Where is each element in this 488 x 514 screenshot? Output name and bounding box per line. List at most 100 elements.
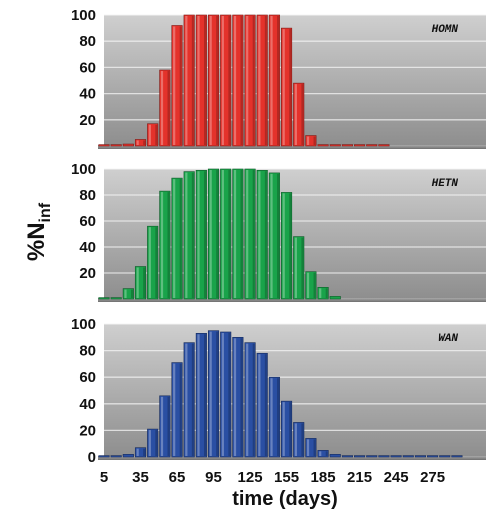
bar-body bbox=[451, 455, 463, 458]
bar-body bbox=[207, 14, 220, 147]
bar-shade bbox=[228, 16, 231, 145]
bar-body bbox=[232, 336, 244, 458]
bar-shade bbox=[277, 173, 280, 298]
bar-highlight bbox=[185, 343, 188, 456]
bar bbox=[122, 288, 134, 300]
bar-body bbox=[232, 168, 244, 300]
y-tick-label: 60 bbox=[79, 369, 96, 386]
bar-body bbox=[232, 14, 244, 147]
bar bbox=[134, 139, 147, 147]
bar-shade bbox=[264, 354, 267, 456]
x-axis-label: time (days) bbox=[232, 488, 338, 510]
bar-body bbox=[207, 168, 220, 300]
bar-highlight bbox=[258, 354, 261, 456]
bar-body bbox=[183, 171, 195, 300]
bar bbox=[305, 271, 317, 300]
bar-highlight bbox=[209, 16, 212, 145]
bar-shade bbox=[277, 16, 280, 145]
bar-highlight bbox=[136, 267, 139, 298]
bar-shade bbox=[301, 237, 304, 298]
bar bbox=[280, 192, 293, 300]
bar-body bbox=[268, 172, 280, 300]
bar-shade bbox=[167, 192, 170, 298]
bar-shade bbox=[240, 170, 243, 298]
x-tick-label: 185 bbox=[311, 469, 336, 486]
bar-shade bbox=[264, 171, 267, 298]
bar-body bbox=[134, 139, 147, 147]
bar bbox=[354, 455, 366, 458]
bar-shade bbox=[240, 338, 243, 456]
bar-body bbox=[220, 168, 232, 300]
bar-body bbox=[183, 342, 195, 458]
y-tick-label: 80 bbox=[79, 343, 96, 360]
bar-highlight bbox=[197, 171, 200, 298]
bar-body bbox=[329, 144, 341, 147]
bar-shade bbox=[325, 451, 328, 456]
bar bbox=[220, 168, 232, 300]
bar-shade bbox=[216, 16, 219, 145]
bar-body bbox=[147, 428, 159, 458]
x-tick-label: 95 bbox=[205, 469, 222, 486]
bar-highlight bbox=[294, 423, 297, 456]
bar-shade bbox=[143, 267, 146, 298]
bar-highlight bbox=[197, 16, 200, 145]
bar-highlight bbox=[173, 179, 176, 298]
bar-shade bbox=[289, 29, 292, 146]
bar bbox=[134, 266, 147, 300]
bar bbox=[110, 297, 122, 300]
bar-highlight bbox=[233, 170, 237, 298]
bar-highlight bbox=[160, 192, 164, 298]
bar bbox=[390, 455, 402, 458]
y-tick-label: 100 bbox=[71, 161, 96, 178]
y-axis-label-main: %N bbox=[23, 222, 50, 261]
bar-highlight bbox=[221, 332, 224, 456]
bar-body bbox=[110, 297, 122, 300]
x-tick-label: 155 bbox=[274, 469, 299, 486]
bar bbox=[341, 144, 353, 147]
bar-body bbox=[305, 135, 317, 147]
bar-highlight bbox=[197, 334, 200, 456]
bar-highlight bbox=[233, 338, 237, 456]
bar bbox=[354, 144, 366, 147]
bar-body bbox=[293, 82, 305, 147]
bar bbox=[427, 455, 439, 458]
bar-shade bbox=[204, 334, 207, 456]
panel-label: HOMN bbox=[432, 24, 459, 36]
bar-body bbox=[439, 455, 451, 458]
bar-shade bbox=[301, 423, 304, 456]
panel-label: WAN bbox=[438, 333, 458, 345]
bar bbox=[122, 454, 134, 458]
bar-body bbox=[378, 144, 390, 147]
bar-body bbox=[195, 333, 207, 458]
x-tick-label: 245 bbox=[384, 469, 409, 486]
bar bbox=[195, 14, 207, 147]
x-tick-label: 215 bbox=[347, 469, 372, 486]
bar-highlight bbox=[173, 26, 176, 146]
panel-hetn: 20 40 60 80 100 HETN bbox=[71, 161, 486, 302]
bar-shade bbox=[179, 179, 182, 298]
bar-highlight bbox=[173, 363, 176, 456]
bar-body bbox=[98, 455, 110, 458]
bar-highlight bbox=[258, 16, 261, 145]
bar bbox=[244, 14, 256, 147]
y-tick-label: 20 bbox=[79, 422, 96, 439]
bar-shade bbox=[191, 343, 194, 456]
bar-body bbox=[122, 454, 134, 458]
bar-highlight bbox=[319, 451, 322, 456]
bar bbox=[317, 144, 329, 147]
bar-body bbox=[98, 144, 110, 147]
bar-highlight bbox=[148, 227, 151, 298]
y-tick-label: 40 bbox=[79, 86, 96, 103]
bar-body bbox=[317, 144, 329, 147]
bar-body bbox=[305, 438, 317, 458]
bar-body bbox=[317, 286, 329, 300]
bar bbox=[159, 190, 171, 300]
bar-highlight bbox=[306, 272, 310, 298]
bar bbox=[244, 168, 256, 300]
bar-shade bbox=[313, 136, 316, 145]
bar bbox=[451, 455, 463, 458]
panels-layer: 20 40 60 80 100 HOMN 20 40 60 80 100 HETN 0 20 40 60 80 1… bbox=[71, 7, 486, 466]
bar-body bbox=[317, 450, 329, 458]
bar-shade bbox=[179, 26, 182, 146]
bar-highlight bbox=[124, 289, 127, 298]
